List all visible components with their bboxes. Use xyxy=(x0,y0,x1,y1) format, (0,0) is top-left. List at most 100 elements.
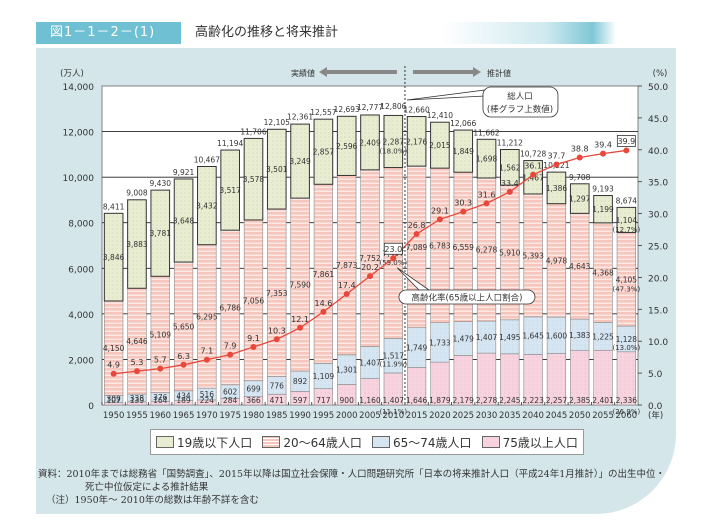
segment-label: 7,861 xyxy=(313,270,335,279)
figure-label: 図1－1－2－(1) xyxy=(36,22,181,44)
aging-rate-label: 10.3 xyxy=(268,326,286,335)
y-right-tick-label: 25.0 xyxy=(648,243,668,253)
segment-label: 3,501 xyxy=(266,165,288,174)
aging-rate-label: 9.1 xyxy=(247,334,260,343)
segment-label: 4,368 xyxy=(592,269,614,278)
aging-rate-point xyxy=(390,255,397,262)
x-tick-label: 1960 xyxy=(149,411,171,421)
y-left-tick-label: 6,000 xyxy=(68,265,94,275)
segment-label: 1,849 xyxy=(452,147,474,156)
total-label: 12,066 xyxy=(450,119,476,128)
total-label: 10,467 xyxy=(194,156,220,165)
bar-segment-under19 xyxy=(290,123,310,199)
aging-rate-point xyxy=(343,290,350,297)
total-label: 9,708 xyxy=(569,173,591,182)
total-label: 12,693 xyxy=(334,105,360,114)
segment-label: 4,643 xyxy=(569,262,591,271)
segment-label: 1,517 xyxy=(383,352,405,361)
segment-label: 5,910 xyxy=(499,248,521,257)
y-right-tick-label: 35.0 xyxy=(648,179,668,189)
segment-label: 224 xyxy=(200,396,215,405)
aging-rate-label: 26.8 xyxy=(408,221,426,230)
x-tick-label: 2035 xyxy=(499,411,521,421)
bar-segment-under19 xyxy=(546,171,567,205)
x-tick-label: 1995 xyxy=(313,411,335,421)
aging-rate-point xyxy=(460,208,467,215)
segment-label: 1,128 xyxy=(616,335,638,344)
segment-label: 602 xyxy=(223,388,238,397)
x-axis-unit: (年) xyxy=(648,410,663,421)
segment-label: 7,353 xyxy=(266,289,288,298)
aging-rate-point xyxy=(553,161,560,168)
segment-label: 2,287 xyxy=(383,137,405,146)
segment-label: 7,752 xyxy=(359,254,381,263)
x-tick-label: 2025 xyxy=(452,411,474,421)
segment-label: 776 xyxy=(270,381,285,390)
rate-callout-label: 高齢化率(65歳以上人口割合) xyxy=(411,293,522,304)
total-callout-line2: (棒グラフ上数値) xyxy=(487,104,553,115)
percent-label: (26.9%) xyxy=(612,408,640,416)
bar-segment-under19 xyxy=(406,116,427,167)
y-right-tick-label: 30.0 xyxy=(648,211,668,221)
bar-segment-under19 xyxy=(616,206,637,234)
segment-label: 699 xyxy=(246,385,261,394)
aging-rate-point xyxy=(297,324,304,331)
legend-item-65-74: 65～74歳人口 xyxy=(372,434,472,451)
aging-rate-point xyxy=(576,154,583,161)
percent-label: (11.9%) xyxy=(379,361,407,369)
aging-rate-point xyxy=(203,356,210,363)
segment-label: 1,383 xyxy=(569,331,591,340)
aging-rate-highlight-label: 39.9 xyxy=(617,137,635,146)
total-label: 10,728 xyxy=(520,150,546,159)
segment-label: 4,646 xyxy=(126,337,148,346)
segment-label: 892 xyxy=(293,377,308,386)
y-left-tick-label: 0 xyxy=(88,402,94,412)
aging-rate-label: 7.9 xyxy=(224,342,237,351)
y-right-tick-label: 20.0 xyxy=(648,274,668,284)
segment-label: 6,786 xyxy=(219,303,241,312)
total-label: 12,806 xyxy=(380,102,406,111)
aging-rate-point xyxy=(436,216,443,223)
aging-rate-label: 36.1 xyxy=(524,162,542,171)
aging-rate-point xyxy=(530,171,537,178)
segment-label: 1,301 xyxy=(336,366,358,375)
segment-label: 6,278 xyxy=(476,246,498,255)
aging-rate-label: 29.1 xyxy=(431,206,449,215)
percent-label: (11.1%) xyxy=(379,408,407,416)
segment-label: 2,409 xyxy=(359,138,381,147)
segment-label: 2,015 xyxy=(429,141,451,150)
legend-swatch xyxy=(262,436,281,448)
legend-label: 75歳以上人口 xyxy=(502,435,578,450)
segment-label: 2,401 xyxy=(592,396,614,405)
segment-label: 2,336 xyxy=(616,396,638,405)
aging-rate-point xyxy=(367,273,373,280)
segment-label: 164 xyxy=(153,396,168,405)
segment-label: 6,559 xyxy=(452,243,474,252)
projected-label: 推計値 xyxy=(487,68,511,78)
segment-label: 5,650 xyxy=(173,322,195,331)
aging-rate-point xyxy=(600,150,607,157)
segment-label: 1,160 xyxy=(359,396,381,405)
aging-rate-label: 12.1 xyxy=(291,315,309,324)
segment-label: 3,578 xyxy=(243,175,265,184)
segment-label: 7,590 xyxy=(289,281,311,290)
percent-label: (47.3%) xyxy=(612,285,640,293)
aging-rate-point xyxy=(227,351,234,358)
segment-label: 7,873 xyxy=(336,261,358,270)
x-tick-label: 1990 xyxy=(289,411,311,421)
source-note-line2: 死亡中位仮定による推計結果 xyxy=(85,482,209,493)
x-tick-label: 1955 xyxy=(126,411,148,421)
legend-item-75plus: 75歳以上人口 xyxy=(481,434,578,451)
segment-label: 1,749 xyxy=(406,344,428,353)
x-tick-label: 1975 xyxy=(219,411,241,421)
y-right-tick-label: 50.0 xyxy=(648,83,668,93)
aging-rate-point xyxy=(506,188,513,195)
bar-segment-under19 xyxy=(243,137,264,221)
segment-label: 309 xyxy=(106,395,121,404)
aging-rate-label: 5.3 xyxy=(131,358,144,367)
aging-rate-label: 31.6 xyxy=(478,190,496,199)
x-tick-label: 2030 xyxy=(476,411,498,421)
actual-label: 実績値 xyxy=(291,68,315,78)
segment-label: 3,517 xyxy=(219,186,241,195)
